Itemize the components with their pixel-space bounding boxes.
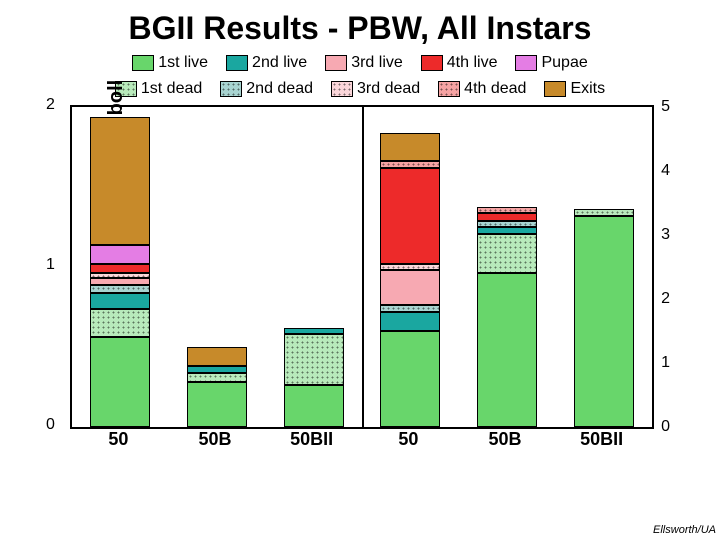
xtick-label: 50B xyxy=(488,429,521,450)
legend-swatch xyxy=(421,55,443,71)
bar-segment-l1 xyxy=(187,382,247,427)
legend-swatch xyxy=(325,55,347,71)
legend-label: 4th live xyxy=(447,51,498,75)
bar-segment-l2 xyxy=(187,366,247,372)
ytick-left: 2 xyxy=(46,96,55,114)
bar-segment-ex xyxy=(187,347,247,366)
bar-segment-d1 xyxy=(574,209,634,215)
bar-segment-l4 xyxy=(380,168,440,264)
bar-segment-d1 xyxy=(187,373,247,383)
chart-area: Pink Bollworm per boll 012345 0125050B50… xyxy=(40,105,700,465)
legend-label: 1st dead xyxy=(141,77,202,101)
legend-item-d4: 4th dead xyxy=(438,77,526,101)
bar-segment-l1 xyxy=(380,331,440,427)
legend-swatch xyxy=(331,81,353,97)
ytick-right: 2 xyxy=(661,290,670,308)
bar-segment-d4 xyxy=(380,161,440,167)
legend-swatch xyxy=(220,81,242,97)
legend-label: Exits xyxy=(570,77,605,101)
ytick-right: 1 xyxy=(661,354,670,372)
bar-segment-d3 xyxy=(380,264,440,270)
legend-item-l1: 1st live xyxy=(132,51,208,75)
bar-segment-d2 xyxy=(90,285,150,293)
bar-segment-d4 xyxy=(477,207,537,213)
bar-segment-l4 xyxy=(90,264,150,274)
bar-segment-l3 xyxy=(380,270,440,305)
legend-item-l2: 2nd live xyxy=(226,51,307,75)
bar-segment-d2 xyxy=(380,305,440,311)
bar-segment-l1 xyxy=(477,273,537,427)
legend-swatch xyxy=(544,81,566,97)
legend-label: Pupae xyxy=(541,51,587,75)
legend-item-ex: Exits xyxy=(544,77,605,101)
xtick-label: 50 xyxy=(108,429,128,450)
bar-segment-d1 xyxy=(90,309,150,338)
chart-title: BGII Results - PBW, All Instars xyxy=(0,0,720,51)
legend-swatch xyxy=(226,55,248,71)
ytick-right: 3 xyxy=(661,226,670,244)
bar-segment-d1 xyxy=(284,334,344,385)
legend-label: 3rd live xyxy=(351,51,403,75)
legend-item-d2: 2nd dead xyxy=(220,77,313,101)
legend-item-d3: 3rd dead xyxy=(331,77,420,101)
legend-item-d1: 1st dead xyxy=(115,77,202,101)
bar-segment-l3 xyxy=(90,278,150,284)
legend-item-pu: Pupae xyxy=(515,51,587,75)
bar-segment-l1 xyxy=(574,216,634,427)
ytick-right: 0 xyxy=(661,418,670,436)
plot-area: 012345 xyxy=(70,105,654,429)
legend-label: 4th dead xyxy=(464,77,526,101)
bar-segment-l2 xyxy=(284,328,344,334)
ytick-right: 4 xyxy=(661,162,670,180)
xtick-label: 50 xyxy=(398,429,418,450)
xtick-label: 50BII xyxy=(290,429,333,450)
bar-segment-l1 xyxy=(284,385,344,427)
bar-segment-l2 xyxy=(380,312,440,331)
legend-label: 2nd dead xyxy=(246,77,313,101)
xtick-label: 50B xyxy=(198,429,231,450)
ytick-left: 1 xyxy=(46,256,55,274)
bar-segment-l1 xyxy=(90,337,150,427)
bar-segment-l2 xyxy=(477,227,537,233)
legend-label: 3rd dead xyxy=(357,77,420,101)
ytick-left: 0 xyxy=(46,416,55,434)
ytick-right: 5 xyxy=(661,98,670,116)
credit-text: Ellsworth/UA xyxy=(653,524,716,536)
panel-divider xyxy=(362,107,364,427)
legend-swatch xyxy=(132,55,154,71)
legend-swatch xyxy=(438,81,460,97)
bar-segment-ex xyxy=(380,133,440,162)
bar-segment-ex xyxy=(90,117,150,245)
bar-segment-d1 xyxy=(477,234,537,274)
bar-segment-d3 xyxy=(90,273,150,278)
bar-segment-l2 xyxy=(90,293,150,309)
legend-item-l4: 4th live xyxy=(421,51,498,75)
bar-segment-d2 xyxy=(477,221,537,227)
bar-segment-pu xyxy=(90,245,150,264)
bar-segment-l4 xyxy=(477,213,537,221)
legend-label: 1st live xyxy=(158,51,208,75)
legend-label: 2nd live xyxy=(252,51,307,75)
legend-item-l3: 3rd live xyxy=(325,51,403,75)
xtick-label: 50BII xyxy=(580,429,623,450)
legend-swatch xyxy=(515,55,537,71)
